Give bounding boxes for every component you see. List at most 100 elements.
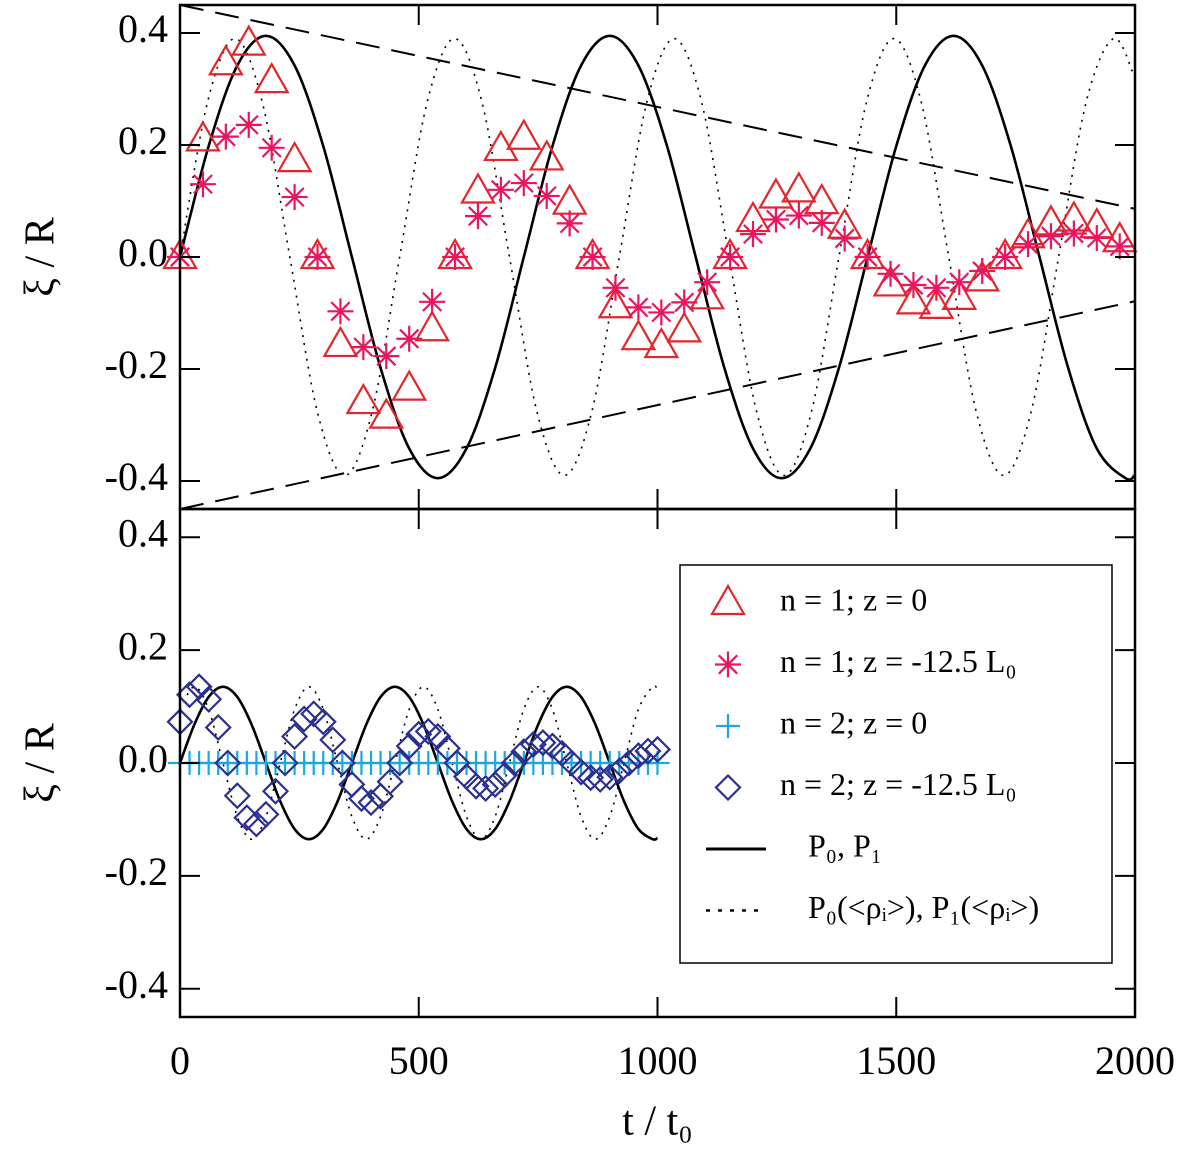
marker-diamond <box>500 749 528 777</box>
legend-symbol <box>714 773 742 802</box>
marker-triangle <box>207 44 244 76</box>
marker-asterisk <box>1015 231 1042 258</box>
y-axis-label: ξ / R <box>18 217 64 296</box>
marker-diamond <box>577 764 605 792</box>
x-tick-label: 1000 <box>618 1038 698 1083</box>
marker-diamond <box>615 749 643 777</box>
marker-asterisk <box>717 244 744 270</box>
marker-diamond <box>357 788 385 817</box>
marker-asterisk <box>419 288 446 315</box>
marker-asterisk <box>831 225 858 252</box>
marker-triangle <box>643 326 680 359</box>
marker-asterisk <box>533 182 560 209</box>
marker-triangle <box>620 318 657 351</box>
marker-triangle <box>414 310 451 342</box>
marker-triangle <box>964 260 1001 292</box>
y-tick-label: 0.2 <box>118 118 168 163</box>
line-solid <box>180 34 1135 481</box>
marker-asterisk <box>877 260 904 287</box>
x-tick-label: 500 <box>389 1038 449 1083</box>
marker-diamond <box>395 732 423 760</box>
marker-asterisk <box>1060 220 1087 247</box>
x-tick-label: 1500 <box>856 1038 936 1083</box>
marker-asterisk <box>671 289 698 316</box>
marker-diamond <box>643 735 672 764</box>
marker-triangle <box>345 382 382 415</box>
marker-triangle <box>185 120 221 152</box>
marker-asterisk <box>785 202 812 229</box>
marker-asterisk <box>281 184 308 211</box>
marker-diamond <box>405 720 433 748</box>
y-tick-label: 0.0 <box>118 736 168 781</box>
marker-triangle <box>666 311 703 343</box>
marker-triangle <box>918 287 955 319</box>
marker-asterisk <box>969 258 996 284</box>
marker-diamond <box>252 800 280 828</box>
marker-diamond <box>185 673 213 701</box>
marker-asterisk <box>258 134 285 161</box>
marker-diamond <box>605 757 633 785</box>
marker-asterisk <box>212 123 239 150</box>
marker-triangle <box>941 278 978 310</box>
marker-triangle <box>322 325 359 358</box>
marker-diamond <box>519 730 547 758</box>
marker-asterisk <box>327 298 354 325</box>
marker-diamond <box>261 777 290 805</box>
marker-triangle <box>895 283 932 315</box>
marker-triangle <box>528 139 565 171</box>
marker-diamond <box>290 705 318 733</box>
marker-diamond <box>510 738 538 766</box>
marker-asterisk <box>373 343 400 370</box>
marker-diamond <box>376 768 404 796</box>
marker-triangle <box>689 278 726 310</box>
marker-diamond <box>223 782 251 810</box>
marker-diamond <box>424 722 452 751</box>
marker-triangle <box>460 172 496 204</box>
marker-diamond <box>386 749 414 777</box>
marker-asterisk <box>625 294 652 321</box>
marker-asterisk <box>189 171 216 198</box>
marker-asterisk <box>854 244 881 270</box>
marker-asterisk <box>487 176 514 203</box>
legend-symbol <box>715 651 741 678</box>
marker-asterisk <box>923 274 950 301</box>
y-tick-label: 0.4 <box>118 6 168 51</box>
marker-diamond <box>175 681 204 709</box>
y-tick-label: 0.2 <box>118 623 168 668</box>
y-tick-label: -0.2 <box>105 849 168 894</box>
marker-asterisk <box>579 244 606 270</box>
marker-triangle <box>482 129 519 162</box>
y-tick-label: -0.4 <box>105 962 168 1007</box>
marker-triangle <box>230 24 267 56</box>
x-axis-label: t / t₀ <box>622 1099 693 1145</box>
legend-label: n = 2; z = -12.5 L₀ <box>780 766 1017 802</box>
line-dashed <box>180 300 1135 509</box>
marker-asterisk <box>396 325 423 352</box>
y-tick-label: 0.4 <box>118 510 168 555</box>
line-dashed <box>180 5 1135 210</box>
legend-label: P₀, P₁ <box>808 827 882 863</box>
marker-asterisk <box>648 299 675 326</box>
legend-label: n = 1; z = -12.5 L₀ <box>780 643 1017 679</box>
marker-diamond <box>472 774 500 802</box>
marker-asterisk <box>1083 224 1110 251</box>
marker-diamond <box>204 713 232 741</box>
y-tick-label: -0.2 <box>105 342 168 387</box>
legend-box <box>679 564 1113 964</box>
marker-diamond <box>491 761 519 789</box>
marker-triangle <box>391 369 428 401</box>
marker-diamond <box>328 749 356 777</box>
marker-triangle <box>276 140 313 173</box>
marker-asterisk <box>992 244 1019 270</box>
marker-asterisk <box>510 170 537 197</box>
legend-label: n = 1; z = 0 <box>780 581 927 617</box>
y-tick-label: 0.0 <box>118 230 168 275</box>
legend-label: n = 2; z = 0 <box>780 704 927 740</box>
marker-diamond <box>634 737 662 765</box>
marker-diamond <box>214 749 242 777</box>
marker-asterisk <box>808 209 835 236</box>
legend-symbol <box>710 583 746 616</box>
marker-asterisk <box>1106 233 1133 260</box>
